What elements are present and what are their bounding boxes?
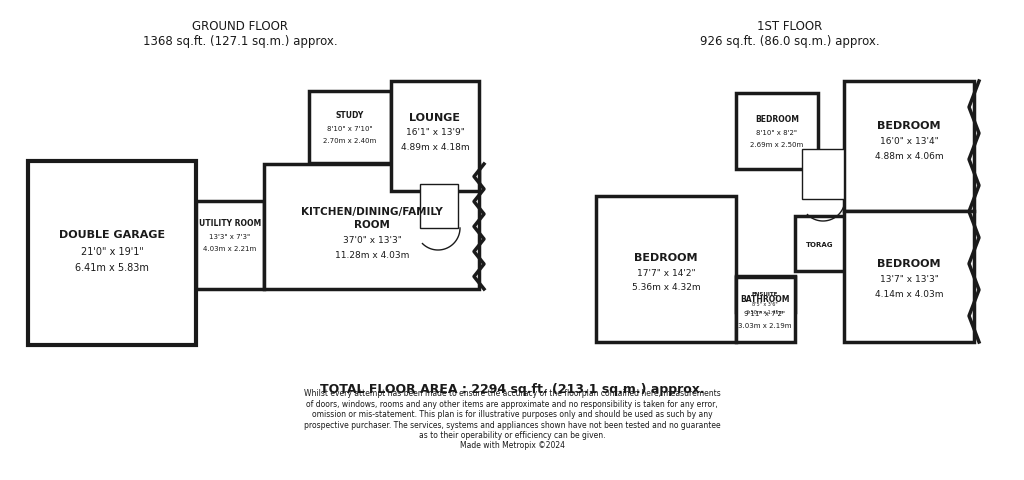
Text: 16'0" x 13'4": 16'0" x 13'4" xyxy=(880,137,938,146)
Bar xyxy=(28,162,196,345)
Text: 13'3" x 7'3": 13'3" x 7'3" xyxy=(210,233,251,240)
Text: LOUNGE: LOUNGE xyxy=(410,113,461,123)
Text: 8'5" x 3'6": 8'5" x 3'6" xyxy=(753,302,778,307)
Text: 4.14m x 4.03m: 4.14m x 4.03m xyxy=(874,290,943,299)
Bar xyxy=(196,202,264,289)
Bar xyxy=(736,277,795,342)
Text: BATHROOM: BATHROOM xyxy=(740,295,790,304)
Text: 3.50m x 1.45m: 3.50m x 1.45m xyxy=(746,310,783,315)
Text: TOTAL FLOOR AREA : 2294 sq.ft. (213.1 sq.m.) approx.: TOTAL FLOOR AREA : 2294 sq.ft. (213.1 sq… xyxy=(319,383,705,396)
Text: 1ST FLOOR
926 sq.ft. (86.0 sq.m.) approx.: 1ST FLOOR 926 sq.ft. (86.0 sq.m.) approx… xyxy=(700,20,880,48)
Text: KITCHEN/DINING/FAMILY: KITCHEN/DINING/FAMILY xyxy=(301,206,442,216)
Text: ENSUITE: ENSUITE xyxy=(752,292,778,297)
Text: STUDY: STUDY xyxy=(336,111,365,120)
Text: TORAG: TORAG xyxy=(806,241,834,248)
Text: BEDROOM: BEDROOM xyxy=(755,115,799,124)
Bar xyxy=(391,82,479,192)
Text: 2.69m x 2.50m: 2.69m x 2.50m xyxy=(751,142,804,148)
Text: BEDROOM: BEDROOM xyxy=(878,258,941,268)
Bar xyxy=(264,165,479,289)
Text: 8'10" x 7'10": 8'10" x 7'10" xyxy=(328,126,373,132)
Text: ROOM: ROOM xyxy=(354,219,390,229)
Text: 21'0" x 19'1": 21'0" x 19'1" xyxy=(81,247,143,256)
Bar xyxy=(844,212,974,342)
Text: BEDROOM: BEDROOM xyxy=(878,121,941,131)
Text: 4.03m x 2.21m: 4.03m x 2.21m xyxy=(204,245,257,252)
Text: 3.03m x 2.19m: 3.03m x 2.19m xyxy=(738,323,792,328)
Bar xyxy=(736,276,795,312)
Bar xyxy=(420,185,458,228)
Text: BEDROOM: BEDROOM xyxy=(634,252,697,263)
Text: 11.28m x 4.03m: 11.28m x 4.03m xyxy=(335,250,410,259)
Text: 2.70m x 2.40m: 2.70m x 2.40m xyxy=(324,138,377,144)
Bar xyxy=(596,197,736,342)
Bar xyxy=(802,150,844,200)
Bar xyxy=(844,82,974,212)
Text: 4.88m x 4.06m: 4.88m x 4.06m xyxy=(874,152,943,161)
Text: 37'0" x 13'3": 37'0" x 13'3" xyxy=(343,236,401,245)
Bar xyxy=(795,216,845,271)
Text: 5.36m x 4.32m: 5.36m x 4.32m xyxy=(632,283,700,292)
Text: 16'1" x 13'9": 16'1" x 13'9" xyxy=(406,128,465,137)
Text: 9'11" x 7'2": 9'11" x 7'2" xyxy=(744,311,785,316)
Text: 6.41m x 5.83m: 6.41m x 5.83m xyxy=(75,263,148,273)
Bar xyxy=(736,94,818,169)
Bar xyxy=(309,92,391,164)
Text: DOUBLE GARAGE: DOUBLE GARAGE xyxy=(59,229,165,240)
Text: 4.89m x 4.18m: 4.89m x 4.18m xyxy=(400,143,469,152)
Text: 8'10" x 8'2": 8'10" x 8'2" xyxy=(757,130,798,136)
Text: 13'7" x 13'3": 13'7" x 13'3" xyxy=(880,275,938,284)
Text: Whilst every attempt has been made to ensure the accuracy of the floorplan conta: Whilst every attempt has been made to en… xyxy=(304,389,720,450)
Text: 17'7" x 14'2": 17'7" x 14'2" xyxy=(637,269,695,278)
Text: GROUND FLOOR
1368 sq.ft. (127.1 sq.m.) approx.: GROUND FLOOR 1368 sq.ft. (127.1 sq.m.) a… xyxy=(142,20,337,48)
Text: UTILITY ROOM: UTILITY ROOM xyxy=(199,219,261,228)
